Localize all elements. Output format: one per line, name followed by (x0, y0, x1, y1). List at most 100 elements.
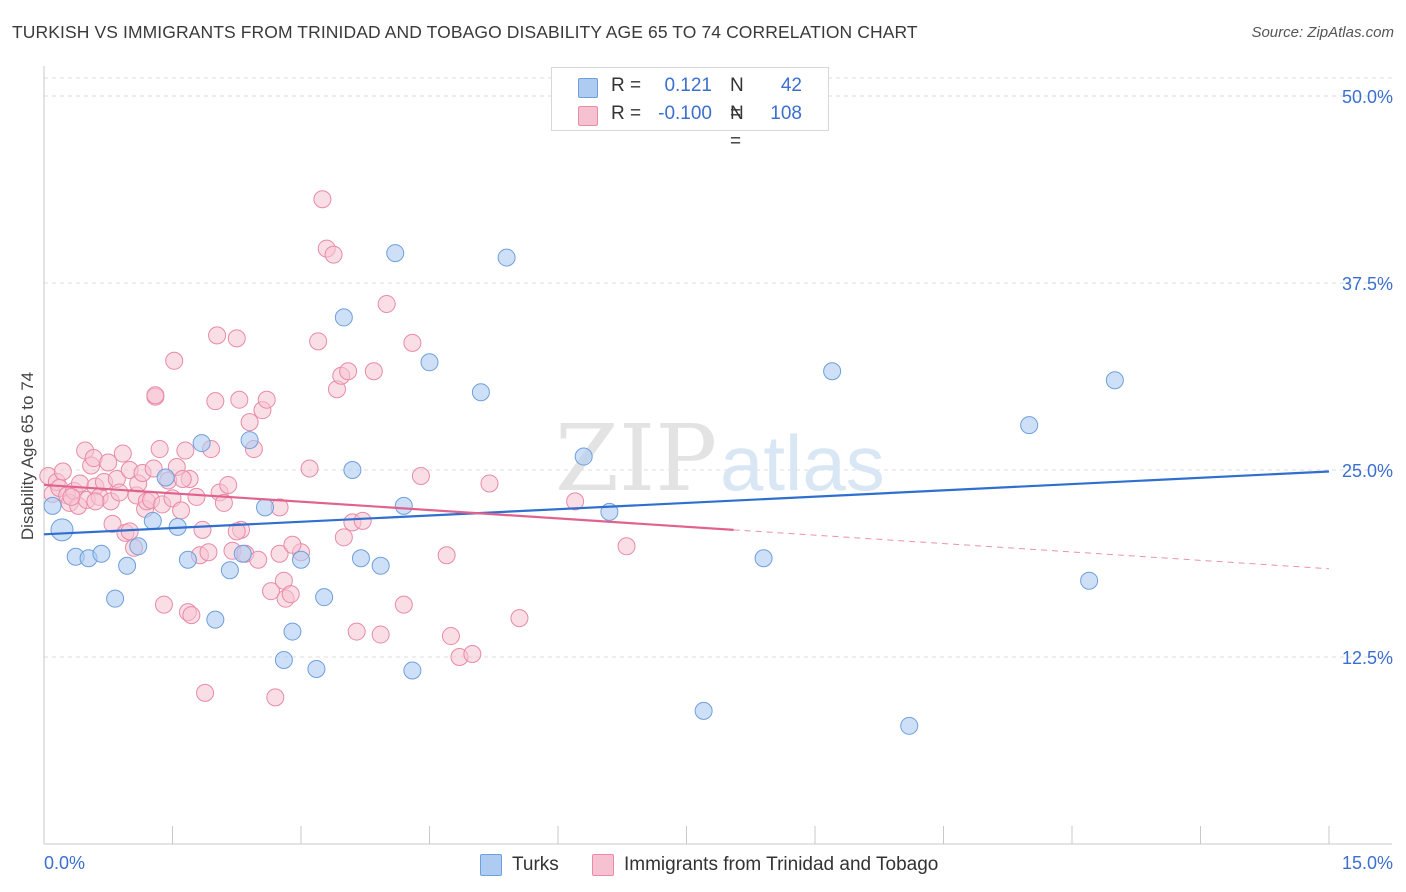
series-blue-points (43, 244, 1124, 735)
data-point-turks (233, 544, 252, 563)
data-point-trinidad (262, 582, 281, 601)
data-point-turks (283, 622, 302, 641)
data-point-trinidad (309, 332, 328, 351)
axes (43, 66, 1392, 845)
data-point-turks (256, 498, 275, 517)
data-point-trinidad (146, 386, 165, 405)
data-point-trinidad (227, 522, 246, 541)
data-point-turks (471, 383, 490, 402)
legend-r-value: 0.121 (664, 75, 712, 96)
trinidad-label: Immigrants from Trinidad and Tobago (624, 854, 939, 875)
legend-n-value: 108 (770, 103, 802, 124)
series-pink-points (39, 190, 636, 707)
data-point-trinidad (270, 544, 289, 563)
data-point-trinidad (150, 440, 169, 459)
data-point-trinidad (300, 459, 319, 478)
trend-lines (43, 470, 1330, 570)
data-point-trinidad (193, 520, 212, 539)
data-point-trinidad (53, 462, 72, 481)
data-point-trinidad (480, 474, 499, 493)
data-point-trinidad (219, 475, 238, 494)
data-point-turks (156, 468, 175, 487)
data-point-turks (292, 550, 310, 569)
data-point-trinidad (165, 351, 184, 370)
y-tick-label: 12.5% (1342, 648, 1393, 668)
y-tick-label: 50.0% (1342, 87, 1393, 107)
data-point-trinidad (182, 606, 201, 625)
data-point-turks (192, 434, 211, 453)
data-point-trinidad (411, 466, 430, 485)
data-point-trinidad (173, 469, 192, 488)
data-point-trinidad (313, 190, 332, 209)
data-point-trinidad (62, 487, 81, 506)
data-point-turks (371, 556, 390, 575)
source-label: Source: ZipAtlas.com (1251, 24, 1394, 41)
data-point-trinidad (99, 453, 118, 472)
data-point-trinidad (377, 294, 396, 313)
legend-r-label: R = (611, 103, 642, 124)
data-point-trinidad (199, 543, 218, 562)
data-point-trinidad (437, 546, 456, 565)
data-point-turks (178, 550, 197, 569)
data-point-turks (823, 362, 842, 381)
data-point-turks (206, 610, 225, 629)
data-point-turks (106, 589, 125, 608)
data-point-trinidad (144, 459, 163, 478)
data-point-trinidad (347, 622, 366, 641)
tick-labels: 12.5% 25.0% 37.5% 50.0% 0.0% 15.0% (44, 87, 1393, 873)
legend-swatch-blue (578, 78, 598, 98)
data-point-turks (43, 496, 62, 515)
data-point-turks (497, 248, 516, 267)
data-point-trinidad (154, 595, 173, 614)
data-point-turks (315, 588, 334, 607)
data-point-trinidad (281, 585, 300, 604)
data-point-trinidad (206, 392, 225, 411)
data-point-turks (220, 561, 239, 580)
data-point-turks (1080, 571, 1099, 590)
data-point-trinidad (324, 245, 343, 264)
data-point-trinidad (283, 535, 302, 554)
data-point-turks (351, 549, 370, 568)
data-point-turks (307, 659, 326, 678)
data-point-turks (403, 661, 422, 680)
x-tick-label: 15.0% (1342, 853, 1393, 873)
data-point-trinidad (463, 645, 482, 664)
data-point-trinidad (227, 329, 246, 348)
data-point-trinidad (176, 441, 195, 460)
trend-line-turks (43, 470, 1330, 536)
legend-swatch-pink (578, 106, 598, 126)
data-point-trinidad (566, 492, 585, 511)
legend-r-value: -0.100 (658, 103, 712, 124)
legend-r-label: R = (611, 75, 642, 96)
data-point-turks (118, 556, 137, 575)
legend-n-label: N = (730, 103, 744, 152)
data-point-trinidad (214, 493, 233, 512)
data-point-turks (143, 511, 162, 530)
data-point-trinidad (403, 333, 422, 352)
data-point-trinidad (230, 390, 249, 409)
data-point-trinidad (339, 362, 358, 381)
y-axis-label: Disability Age 65 to 74 (18, 372, 37, 540)
data-point-trinidad (86, 492, 105, 511)
turks-label: Turks (512, 854, 559, 875)
trend-line-trinidad (43, 483, 734, 531)
data-point-trinidad (249, 550, 268, 569)
data-point-turks (92, 544, 111, 563)
data-point-trinidad (187, 487, 206, 506)
data-point-trinidad (103, 514, 122, 533)
data-point-turks (1020, 416, 1039, 435)
y-tick-label: 25.0% (1342, 461, 1393, 481)
data-point-turks (334, 308, 353, 327)
data-point-turks (274, 650, 293, 669)
data-point-trinidad (257, 390, 276, 409)
gridlines (44, 77, 1392, 658)
x-tick-label: 0.0% (44, 853, 85, 873)
data-point-trinidad (172, 501, 191, 520)
series-legend: Turks Immigrants from Trinidad and Tobag… (0, 852, 1406, 878)
data-point-turks (240, 431, 259, 450)
data-point-turks (394, 496, 413, 515)
data-point-trinidad (441, 627, 460, 646)
data-point-trinidad (371, 625, 390, 644)
data-point-turks (420, 353, 439, 372)
